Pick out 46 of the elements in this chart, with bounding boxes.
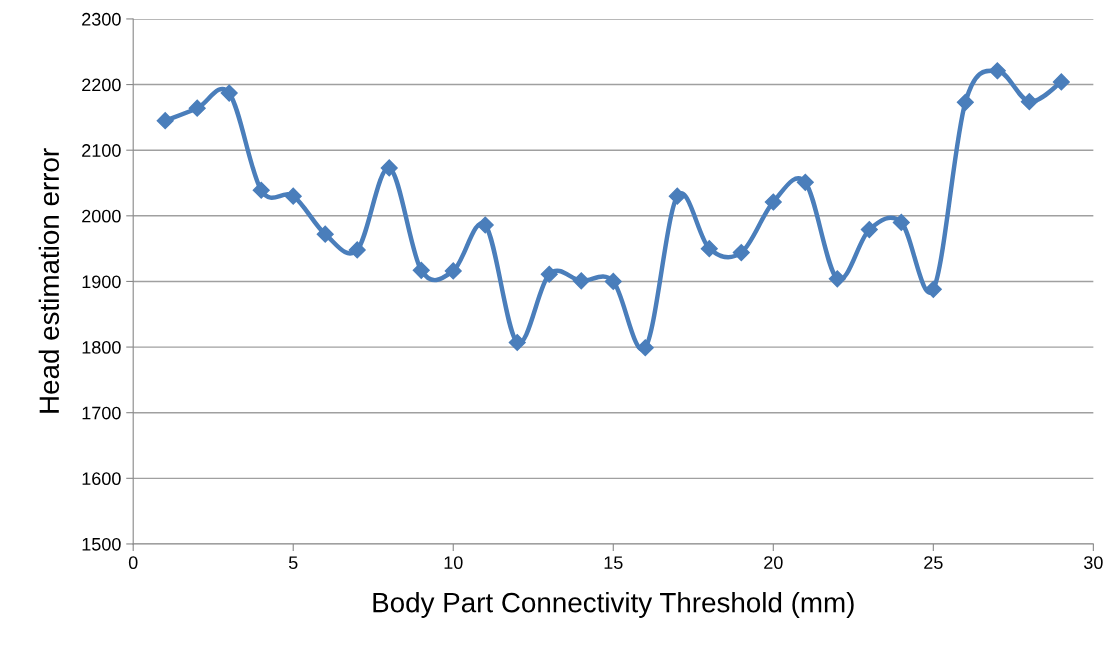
x-tick-label: 15 [604,556,623,570]
point [508,333,526,352]
y-tick-label: 2100 [82,144,121,157]
y-tick-label: 1500 [82,537,121,551]
x-tick-label: 0 [128,556,138,570]
x-tick-label: 5 [288,556,298,570]
y-tick-label: 1800 [82,341,121,354]
point [156,112,174,130]
y-tick-label: 1600 [82,472,121,486]
point [540,265,558,283]
y-tick-label: 2200 [82,78,121,92]
point [796,173,814,191]
point [1052,73,1070,91]
x-tick-label: 20 [764,556,783,570]
y-tick-label: 2000 [82,209,121,223]
point [988,62,1006,80]
y-axis-title: Head estimation error [38,148,60,413]
y-tick-label: 1700 [82,406,121,420]
x-axis-title: Body Part Connectivity Threshold (mm) [373,592,854,618]
point [732,244,750,262]
x-tick-label: 10 [444,556,463,570]
point [668,187,686,205]
point [892,213,910,231]
point [220,84,238,102]
point [444,262,462,280]
point [700,240,718,258]
y-tick-label: 2300 [82,12,121,26]
point [284,187,302,205]
y-tick-label: 1900 [82,275,121,289]
point [764,193,782,211]
point [1020,93,1038,111]
point [316,225,334,243]
x-tick-label: 25 [924,556,943,570]
point [188,99,206,117]
point [636,339,654,357]
point [380,159,398,177]
point [348,241,366,259]
point [604,272,622,290]
point [476,216,494,234]
point [252,181,270,199]
point [572,272,590,290]
x-tick-label: 30 [1084,556,1103,570]
point [860,221,878,239]
point [956,93,974,111]
point [828,270,846,288]
point [412,261,430,279]
